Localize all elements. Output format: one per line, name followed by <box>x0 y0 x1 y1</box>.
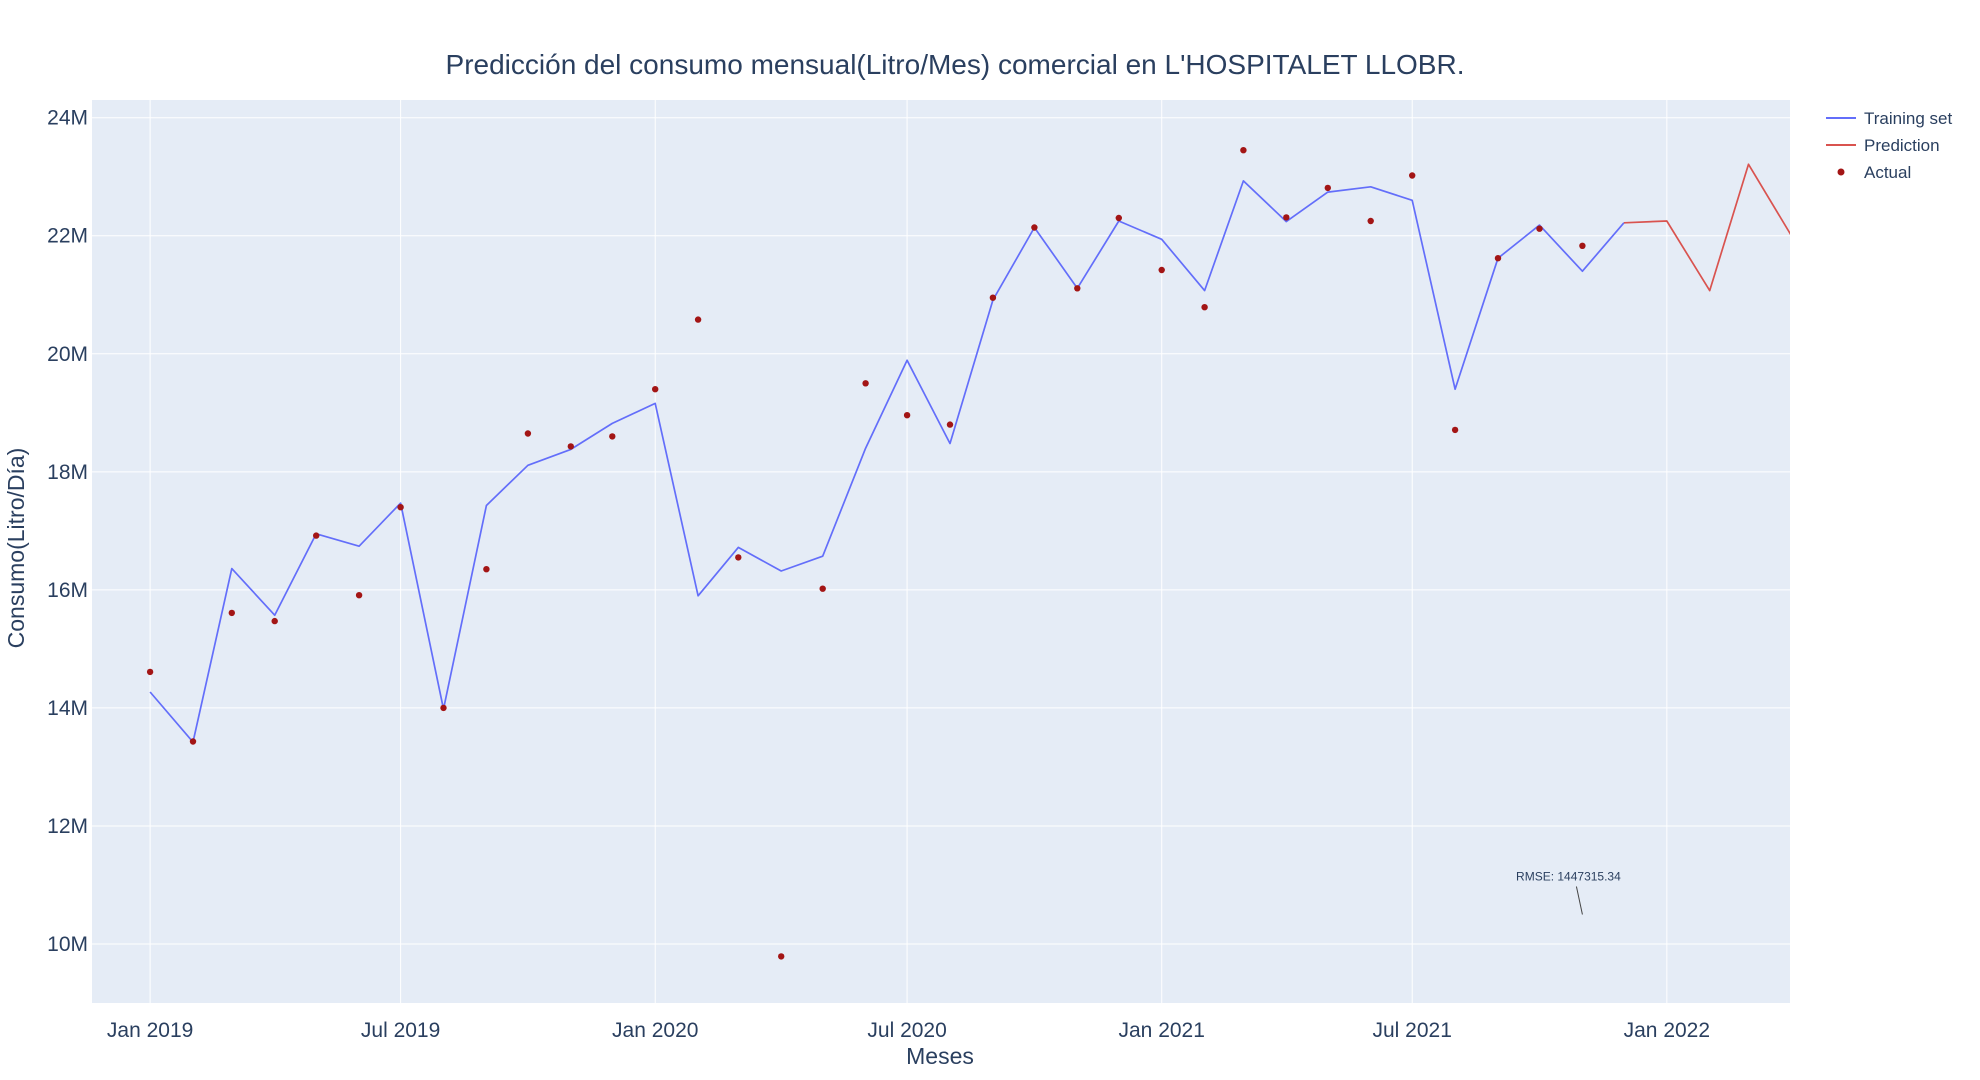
actual-point <box>397 504 404 511</box>
annotation-rmse: RMSE: 1447315.34 <box>1516 869 1621 883</box>
series-layer <box>146 147 1790 960</box>
x-tick-label: Jul 2020 <box>867 1019 946 1042</box>
y-tick-label: 22M <box>47 225 88 248</box>
training-set-line <box>149 180 1625 743</box>
actual-point <box>313 532 320 539</box>
actual-point <box>1494 255 1502 262</box>
actual-point <box>1115 214 1123 222</box>
actual-point <box>440 704 447 712</box>
actual-point <box>778 953 785 960</box>
legend-swatch <box>1837 168 1845 176</box>
actual-point <box>946 421 954 428</box>
actual-point <box>609 433 616 440</box>
legend-item-training-set[interactable]: Training set <box>1826 109 1952 128</box>
y-tick-label: 14M <box>47 697 88 720</box>
x-tick-label: Jan 2022 <box>1624 1019 1710 1042</box>
actual-point <box>1579 242 1586 249</box>
actual-point <box>989 294 997 301</box>
y-tick-label: 10M <box>47 933 88 956</box>
actual-point <box>524 430 532 437</box>
actual-point <box>819 585 826 592</box>
y-tick-label: 18M <box>47 461 88 484</box>
actual-point <box>1201 304 1208 311</box>
legend-item-actual[interactable]: Actual <box>1837 163 1912 182</box>
y-axis: 10M 12M 14M 16M 18M 20M 22M 24M <box>47 107 88 956</box>
x-tick-label: Jan 2020 <box>612 1019 698 1042</box>
actual-point <box>1367 217 1374 225</box>
legend-label: Prediction <box>1864 136 1940 155</box>
actual-point <box>1536 225 1543 232</box>
actual-point <box>903 412 911 419</box>
actual-point <box>694 316 702 323</box>
x-tick-label: Jan 2019 <box>107 1019 193 1042</box>
actual-point <box>146 668 154 676</box>
legend-label: Training set <box>1864 109 1952 128</box>
y-tick-label: 12M <box>47 815 88 838</box>
actual-point <box>355 592 363 599</box>
x-tick-label: Jul 2021 <box>1373 1019 1452 1042</box>
y-axis-title: Consumo(Litro/Día) <box>3 448 29 649</box>
x-tick-label: Jul 2019 <box>361 1019 440 1042</box>
actual-point <box>1409 172 1416 179</box>
series-prediction <box>1623 163 1790 292</box>
legend[interactable]: Training set Prediction Actual <box>1826 109 1952 182</box>
x-axis-title: Meses <box>906 1043 974 1069</box>
actual-point <box>1283 214 1290 221</box>
actual-point <box>1031 224 1038 231</box>
annotation-layer: RMSE: 1447315.34 <box>1516 869 1621 915</box>
actual-point <box>189 738 197 745</box>
series-actual <box>146 147 1586 960</box>
actual-point <box>483 566 490 573</box>
x-tick-label: Jan 2021 <box>1119 1019 1205 1042</box>
x-axis: Jan 2019 Jul 2019 Jan 2020 Jul 2020 Jan 2021… <box>107 1019 1710 1042</box>
y-tick-label: 24M <box>47 107 88 130</box>
actual-point <box>862 380 869 387</box>
series-training-set <box>149 180 1625 743</box>
y-tick-label: 16M <box>47 579 88 602</box>
grid-layer <box>92 100 1790 1003</box>
legend-item-prediction[interactable]: Prediction <box>1826 136 1940 155</box>
actual-point <box>271 617 278 625</box>
actual-point <box>652 386 659 393</box>
prediction-line <box>1623 163 1790 292</box>
actual-point <box>567 443 574 450</box>
actual-point <box>735 554 742 561</box>
actual-point <box>1240 147 1247 154</box>
actual-point <box>1074 285 1081 292</box>
actual-point <box>1324 184 1332 192</box>
chart-title: Predicción del consumo mensual(Litro/Mes… <box>446 49 1465 80</box>
actual-point <box>1451 426 1459 434</box>
annotation-arrow <box>1575 886 1583 915</box>
actual-point <box>228 609 235 617</box>
y-tick-label: 20M <box>47 343 88 366</box>
legend-label: Actual <box>1864 163 1911 182</box>
actual-point <box>1158 266 1165 274</box>
